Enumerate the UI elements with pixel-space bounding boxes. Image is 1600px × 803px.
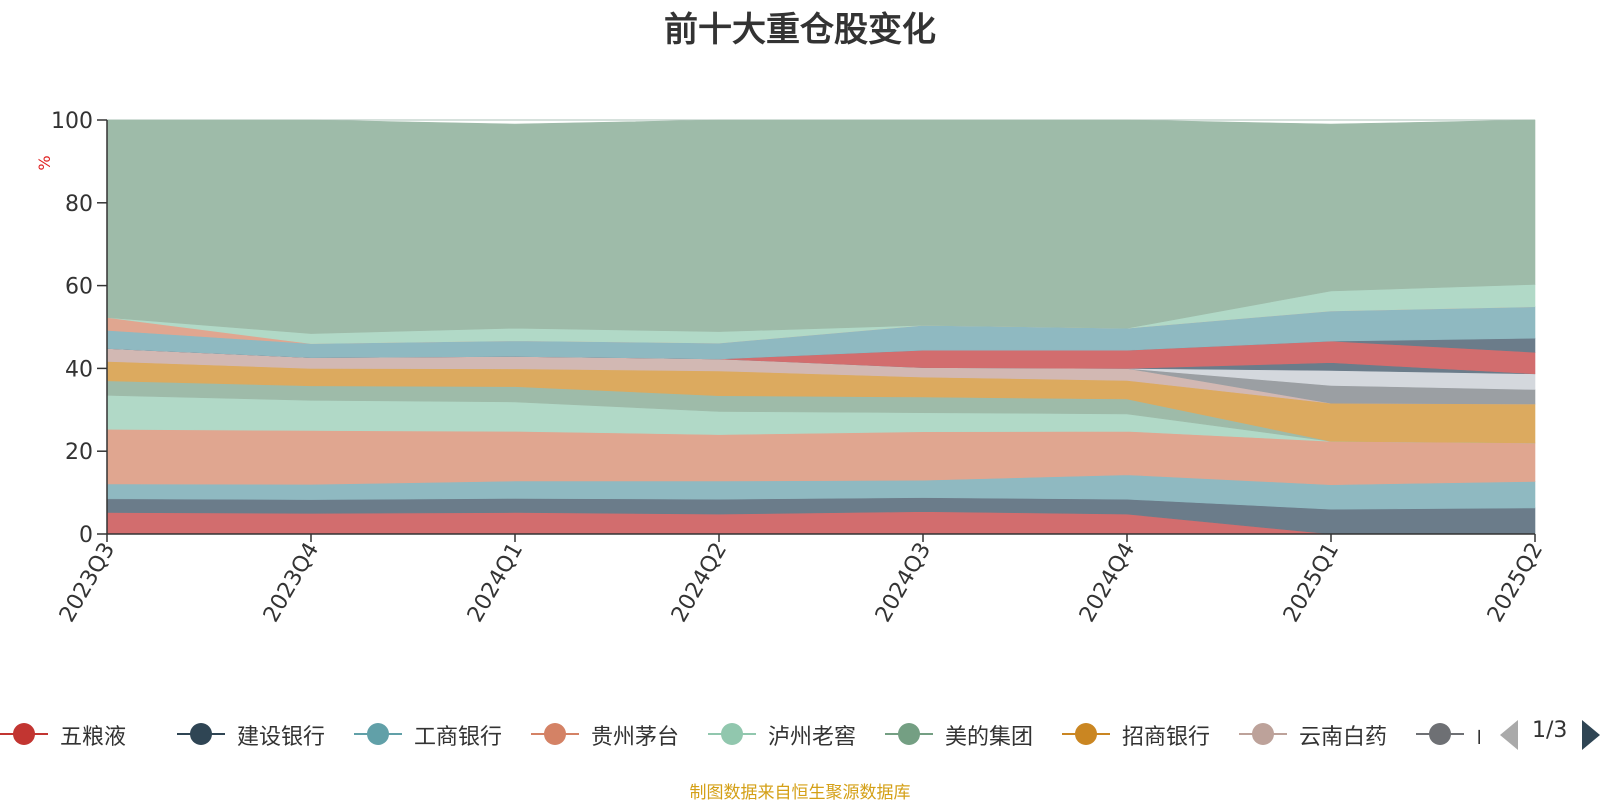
legend-label: 山i	[1476, 719, 1480, 751]
legend-marker-icon	[1416, 722, 1464, 746]
x-tick-label: 2025Q1	[1279, 539, 1344, 627]
legend-marker-icon	[354, 722, 402, 746]
legend-next-arrow-icon[interactable]	[1582, 720, 1600, 750]
legend-marker-icon	[177, 722, 225, 746]
legend-label: 美的集团	[945, 725, 1034, 750]
x-tick-label: 2024Q2	[667, 539, 732, 627]
legend-marker-icon	[1239, 722, 1287, 746]
data-source-note: 制图数据来自恒生聚源数据库	[689, 783, 911, 803]
legend-label: 建设银行	[237, 725, 326, 750]
x-tick-label: 2024Q4	[1075, 539, 1140, 627]
legend-marker-icon	[1062, 722, 1110, 746]
x-tick-label: 2024Q1	[463, 539, 528, 627]
legend-marker-icon	[531, 722, 579, 746]
area-series-16	[106, 119, 1536, 334]
legend-marker-icon	[708, 722, 756, 746]
x-tick-label: 2025Q2	[1483, 539, 1548, 627]
legend-label: 五粮液	[60, 725, 127, 750]
legend-label: 云南白药	[1299, 725, 1388, 750]
legend-label: 贵州茅台	[591, 725, 680, 750]
chart-title: 前十大重仓股变化	[664, 10, 936, 50]
legend-label: 泸州老窖	[768, 725, 857, 750]
legend: 五粮液 建设银行 工商银行 贵州茅台 泸州老窖 美的集团 招商银行 云南白药 山i	[0, 714, 1480, 754]
legend-page-indicator: 1/3	[1532, 718, 1568, 743]
y-tick-label: 100	[51, 109, 93, 134]
legend-label: 工商银行	[414, 725, 503, 750]
x-tick-label: 2024Q3	[871, 539, 936, 627]
area-chart: 0 20 40 60 80 100 2023Q3 2023Q4 2024Q1 2024Q2 2024…	[35, 109, 1548, 627]
y-tick-label: 40	[65, 357, 93, 382]
legend-label: 招商银行	[1122, 725, 1211, 750]
y-tick-label: 20	[65, 440, 93, 465]
legend-marker-icon	[885, 722, 933, 746]
y-axis-label: %	[35, 155, 54, 170]
y-tick-label: 0	[79, 523, 93, 548]
x-tick-label: 2023Q4	[259, 539, 324, 627]
y-tick-label: 60	[65, 275, 93, 300]
x-tick-label: 2023Q3	[55, 539, 120, 627]
y-tick-label: 80	[65, 192, 93, 217]
legend-marker-icon	[0, 722, 48, 746]
legend-prev-arrow-icon[interactable]	[1500, 720, 1518, 750]
area-series	[106, 119, 1536, 535]
